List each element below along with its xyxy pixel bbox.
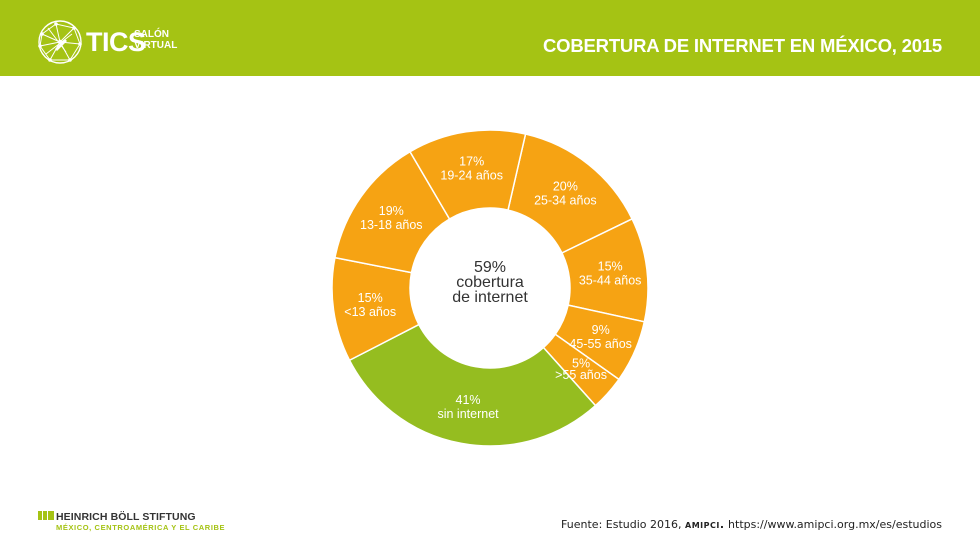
slice-label: 15% 35-44 años [579, 260, 642, 288]
page-title: COBERTURA DE INTERNET EN MÉXICO, 2015 [543, 35, 942, 56]
slice-label: 19% 13-18 años [360, 204, 423, 232]
slice-category: 13-18 años [360, 218, 423, 232]
slice-label: 9% 45-55 años [569, 323, 632, 351]
footer-org-region: MÉXICO, CENTROAMÉRICA Y EL CARIBE [56, 523, 226, 532]
slice-percent: 9% [592, 323, 610, 337]
donut-slices [331, 129, 649, 447]
source-prefix: Fuente: Estudio 2016, [561, 518, 682, 531]
slice-label: 17% 19-24 años [440, 154, 503, 182]
slice-category: 25-34 años [534, 193, 597, 207]
slice-category: 35-44 años [579, 274, 642, 288]
logo-subtitle: SALÓN VIRTUAL [134, 29, 177, 51]
donut-slice [409, 129, 527, 221]
slice-label: 5% >55 años [555, 356, 607, 382]
source-note: Fuente: Estudio 2016, amipci. https://ww… [561, 518, 942, 531]
slice-percent: 15% [598, 260, 623, 274]
logo-subtitle-line2: VIRTUAL [134, 40, 178, 51]
slice-label: 15% <13 años [344, 291, 396, 319]
logo-subtitle-line1: SALÓN [134, 29, 169, 40]
slice-category: 19-24 años [440, 168, 503, 182]
center-label: 59% cobertura de internet [452, 259, 528, 306]
center-label-line: 59% [474, 259, 506, 276]
tics-network-logo-icon [38, 20, 82, 64]
center-label-line: de internet [452, 289, 528, 306]
slice-percent: 15% [358, 291, 383, 305]
slice-percent: 19% [379, 204, 404, 218]
center-label-line: cobertura [456, 274, 524, 291]
slice-category: >55 años [555, 368, 607, 382]
donut-slice [348, 323, 597, 447]
slice-category: 45-55 años [569, 337, 632, 351]
header-bar: TICS SALÓN VIRTUAL COBERTURA DE INTERNET… [0, 0, 980, 76]
hbs-logo-icon [38, 511, 54, 520]
slice-category: <13 años [344, 305, 396, 319]
logo-text: TICS [86, 27, 146, 57]
source-url: https://www.amipci.org.mx/es/estudios [728, 518, 942, 531]
slice-percent: 5% [572, 356, 590, 370]
slice-percent: 20% [553, 179, 578, 193]
slice-percent: 17% [459, 154, 484, 168]
footer-org-name: HEINRICH BÖLL STIFTUNG [56, 511, 196, 523]
slice-label: 20% 25-34 años [534, 179, 597, 207]
slice-percent: 41% [456, 393, 481, 407]
slice-label: 41% sin internet [437, 393, 499, 421]
slice-category: sin internet [437, 407, 499, 421]
source-org: amipci. [685, 518, 725, 531]
